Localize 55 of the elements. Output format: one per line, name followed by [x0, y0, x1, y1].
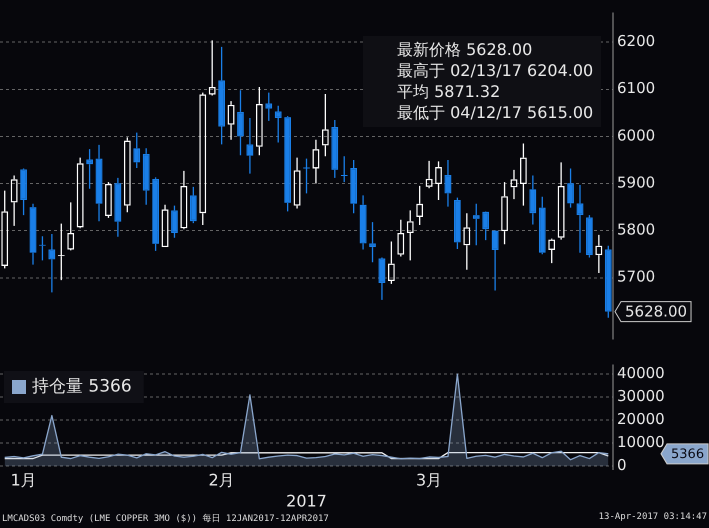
candlestick	[604, 245, 612, 318]
y-tick-label: 6200	[617, 32, 656, 50]
y-tick-label: 20000	[617, 410, 665, 428]
text: LMCADS03 Comdty (LME COPPER 3MO ($)) 每日 12JAN2017-12APR2017	[2, 512, 329, 526]
legend-label: 持仓量 5366	[32, 376, 132, 396]
y-tick-label: 30000	[617, 387, 665, 406]
annotation: 最高于 02/13/17 6204.00	[397, 60, 594, 81]
candlestick	[492, 230, 499, 292]
candlestick	[237, 90, 244, 156]
candlestick	[331, 119, 338, 179]
text: 5366	[671, 447, 704, 462]
candlestick	[171, 205, 178, 238]
candlestick	[350, 159, 358, 214]
candlestick	[472, 203, 480, 246]
candlestick	[20, 168, 27, 216]
annotation: 平均 5871.32	[397, 81, 502, 102]
y-tick-label: 6000	[617, 126, 656, 144]
candlestick	[152, 176, 160, 252]
text: 13-Apr-2017 03:14:47	[598, 512, 707, 524]
x-tick-label: 2月	[208, 470, 235, 490]
candlestick	[444, 159, 452, 208]
candlestick	[482, 212, 490, 241]
candlestick	[454, 197, 461, 250]
y-tick-label: 5700	[617, 268, 656, 286]
y-tick-label: 10000	[617, 433, 665, 452]
y-tick-label: 6100	[617, 79, 656, 98]
candlestick	[284, 116, 292, 212]
y-tick-label: 40000	[617, 364, 665, 382]
candlestick	[218, 46, 226, 146]
candlestick	[133, 132, 140, 169]
candlestick	[190, 186, 197, 224]
candlestick	[340, 156, 348, 183]
candlestick	[96, 144, 102, 222]
x-tick-label: 1月	[10, 470, 37, 490]
candlestick	[378, 256, 386, 301]
candlestick	[369, 222, 376, 263]
candlestick	[576, 184, 584, 254]
candlestick	[538, 196, 546, 255]
y-tick-label: 5800	[617, 220, 656, 239]
annotation: 最低于 04/12/17 5615.00	[397, 102, 594, 123]
candlestick	[265, 92, 272, 122]
candlestick	[30, 203, 36, 266]
candlestick	[529, 174, 536, 226]
text: 5628.00	[625, 302, 688, 321]
x-tick-label: 3月	[416, 470, 442, 490]
annotation: 最新价格 5628.00	[397, 39, 534, 60]
candlestick	[567, 168, 574, 208]
candlestick	[86, 148, 93, 190]
candlestick	[142, 148, 150, 206]
candlestick	[360, 194, 366, 250]
candlestick	[274, 105, 282, 144]
x-axis-title: 2017	[286, 492, 327, 511]
y-tick-label: 0	[617, 456, 627, 474]
candlestick	[114, 177, 122, 238]
y-tick-label: 5900	[617, 173, 656, 192]
